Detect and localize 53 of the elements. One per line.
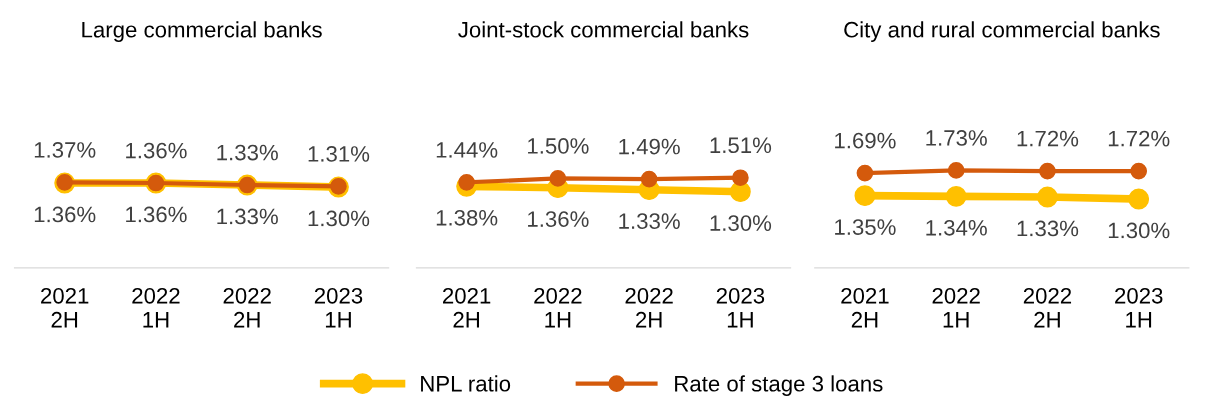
data-label: 1.36% [126,206,187,223]
x-tick-label: 2021 2H [41,287,89,328]
data-label: 1.33% [217,144,278,161]
x-tick-label: 2023 1H [1115,287,1163,328]
data-label: 1.36% [126,142,187,159]
x-tick-label: 2022 2H [1023,287,1072,328]
data-label: 1.30% [1108,222,1170,239]
legend-label: NPL ratio [421,375,511,392]
data-label: 1.69% [835,132,896,149]
data-label: 1.50% [528,138,589,154]
data-label: 1.72% [1108,130,1170,147]
data-label: 1.33% [217,208,278,225]
data-label: 1.51% [710,137,772,154]
point [945,185,967,207]
x-tick-label: 2023 1H [314,287,363,328]
data-label: 1.33% [619,213,680,229]
data-label: 1.30% [710,215,772,231]
point [947,162,965,179]
point [1128,188,1150,210]
point [856,164,874,182]
point [732,169,749,187]
point [640,170,658,188]
x-tick-label: 2022 1H [534,287,582,328]
point [1037,186,1058,208]
data-label: 1.73% [926,130,987,146]
data-label: 1.30% [308,210,370,227]
x-tick-label: 2022 1H [132,287,180,328]
x-tick-label: 2023 1H [716,287,765,328]
data-label: 1.44% [436,142,498,158]
point [854,185,876,207]
data-label: 1.34% [926,219,987,236]
x-tick-label: 2021 2H [841,287,889,328]
point [549,170,567,187]
data-label: 1.31% [308,146,370,162]
legend-label: Rate of stage 3 loans [675,375,883,396]
x-tick-label: 2021 2H [443,287,491,328]
data-label: 1.36% [34,206,96,223]
x-tick-label: 2022 2H [223,287,271,328]
data-label: 1.37% [34,142,96,158]
x-tick-label: 2022 1H [932,287,980,328]
data-label: 1.36% [528,211,589,227]
point [1130,162,1148,180]
point [1039,162,1056,180]
data-label: 1.72% [1017,130,1079,147]
x-tick-label: 2022 2H [625,287,673,328]
chart-title: Large commercial banks [82,21,322,42]
data-label: 1.38% [436,209,498,226]
chart-title: Joint-stock commercial banks [458,21,749,38]
data-label: 1.35% [835,219,896,235]
point [458,174,475,191]
chart-title: City and rural commercial banks [844,21,1160,42]
data-label: 1.49% [619,138,680,155]
data-label: 1.33% [1017,220,1079,237]
